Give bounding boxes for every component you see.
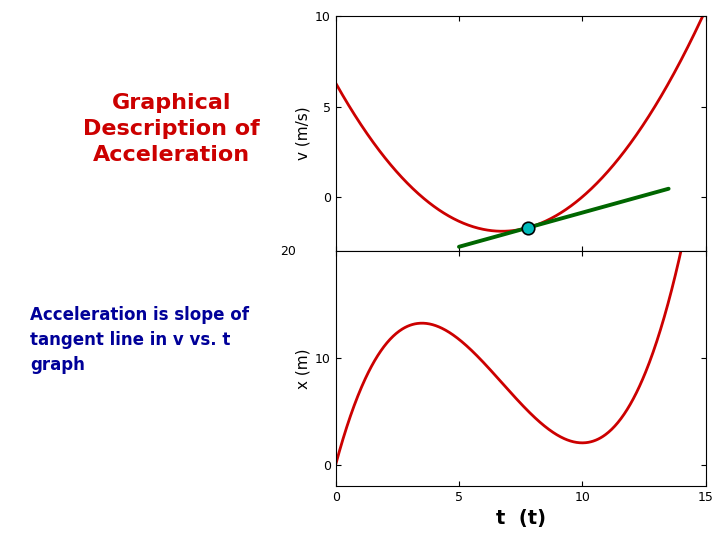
Text: Graphical
Description of
Acceleration: Graphical Description of Acceleration xyxy=(84,93,260,165)
X-axis label: t  (t): t (t) xyxy=(495,509,546,529)
Text: 20: 20 xyxy=(280,245,296,258)
Y-axis label: v (m/s): v (m/s) xyxy=(296,107,311,160)
Text: Acceleration is slope of
tangent line in v vs. t
graph: Acceleration is slope of tangent line in… xyxy=(30,306,249,374)
Y-axis label: x (m): x (m) xyxy=(296,348,311,389)
